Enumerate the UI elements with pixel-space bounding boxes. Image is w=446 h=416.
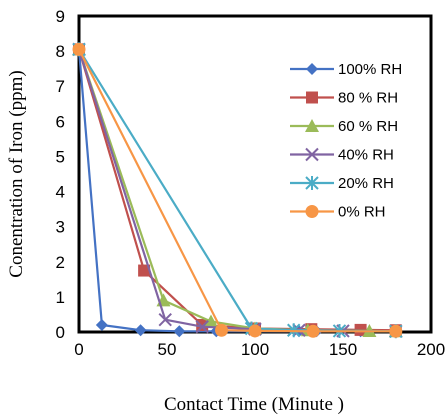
data-point bbox=[248, 324, 262, 338]
legend-marker bbox=[305, 147, 319, 162]
legend-item: 60 % RH bbox=[290, 118, 398, 135]
legend-item: 100% RH bbox=[290, 61, 402, 78]
legend-item: 80 % RH bbox=[290, 90, 398, 107]
plot-area bbox=[77, 14, 433, 334]
legend-label: 20% RH bbox=[338, 175, 394, 192]
y-tick-label: 5 bbox=[56, 147, 65, 166]
data-point bbox=[173, 325, 186, 338]
legend-label: 80 % RH bbox=[338, 90, 398, 107]
y-tick-label: 1 bbox=[56, 288, 65, 307]
y-tick-label: 3 bbox=[56, 218, 65, 237]
data-point bbox=[306, 324, 320, 338]
data-point bbox=[215, 323, 229, 337]
y-tick-label: 2 bbox=[56, 253, 65, 272]
data-point bbox=[95, 318, 108, 331]
data-point bbox=[195, 320, 209, 334]
x-tick-label: 150 bbox=[329, 340, 357, 359]
y-tick-label: 0 bbox=[56, 323, 65, 342]
data-point bbox=[204, 314, 218, 328]
y-tick-label: 6 bbox=[56, 112, 65, 131]
series-5 bbox=[72, 42, 403, 338]
y-tick-label: 9 bbox=[56, 7, 65, 26]
y-tick-label: 4 bbox=[56, 183, 65, 202]
legend-item: 0% RH bbox=[290, 204, 386, 221]
y-tick-label: 8 bbox=[56, 42, 65, 61]
data-point bbox=[196, 318, 209, 331]
legend-marker bbox=[305, 176, 319, 190]
legend-label: 60 % RH bbox=[338, 118, 398, 135]
legend-item: 40% RH bbox=[290, 147, 394, 164]
legend-marker bbox=[306, 63, 318, 75]
data-point bbox=[389, 324, 403, 338]
legend-label: 100% RH bbox=[338, 61, 402, 78]
x-axis-title: Contact Time (Minute ) bbox=[164, 394, 344, 415]
y-axis-title: Conentration of Iron (ppm) bbox=[6, 70, 27, 277]
x-tick-label: 50 bbox=[158, 340, 177, 359]
y-axis-ticks: 0 1 2 3 4 5 6 7 8 9 bbox=[56, 7, 65, 342]
legend-marker bbox=[306, 91, 318, 104]
legend-marker bbox=[305, 205, 319, 218]
legend-label: 40% RH bbox=[338, 147, 394, 164]
data-point bbox=[72, 42, 86, 56]
legend-marker bbox=[305, 119, 319, 132]
data-point bbox=[138, 264, 151, 277]
data-point bbox=[134, 324, 147, 337]
legend: 100% RH 80 % RH 60 % RH 40% RH 20% RH 0% RH bbox=[290, 61, 402, 221]
y-tick-label: 7 bbox=[56, 77, 65, 96]
x-tick-label: 200 bbox=[417, 340, 445, 359]
legend-item: 20% RH bbox=[290, 175, 394, 192]
legend-label: 0% RH bbox=[338, 204, 386, 221]
series-layer bbox=[72, 42, 403, 339]
x-axis-ticks: 0 50 100 150 200 bbox=[74, 340, 445, 359]
x-tick-label: 100 bbox=[241, 340, 269, 359]
x-tick-label: 0 bbox=[74, 340, 83, 359]
data-point bbox=[158, 313, 172, 327]
